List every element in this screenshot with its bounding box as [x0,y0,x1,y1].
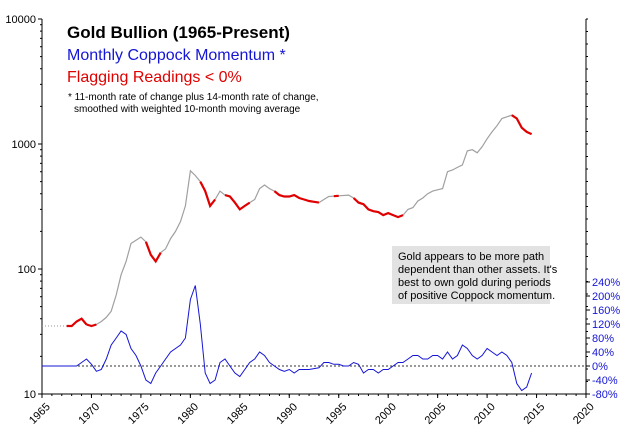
coppock-momentum-line [42,285,533,392]
right-tick-label: -40% [592,375,618,387]
annotation-line-1: Gold appears to be more path [398,251,544,263]
chart-subtitle-coppock: Monthly Coppock Momentum * [67,47,286,64]
right-tick-label: 200% [592,291,620,303]
chart-title: Gold Bullion (1965-Present) [67,23,290,42]
right-tick-label: 160% [592,305,620,317]
annotation-box-background [392,246,550,304]
right-tick-label: -80% [592,389,618,401]
annotation-line-2: dependent than other assets. It's [398,264,558,276]
left-tick-label: 100 [18,264,36,276]
series-coppock-momentum [42,285,533,392]
left-tick-label: 1000 [12,139,36,151]
flagged-segment-9 [511,114,533,136]
chart-subtitle-flag: Flagging Readings < 0% [67,69,242,86]
left-axis-ticks: 10 100 1000 10000 [5,14,42,401]
flagged-segment-1 [66,317,88,328]
right-axis-ticks: 240% 200% 160% 120% 80% 40% 0% -40% -80% [586,18,620,401]
left-tick-label: 10000 [5,14,36,26]
flagged-segment-3 [144,241,162,264]
flagged-segment-4 [199,181,216,209]
series-gold-bullion [66,114,533,328]
left-tick-label: 10 [24,389,36,401]
footnote-line-2: smoothed with weighted 10-month moving a… [74,104,301,115]
right-tick-label: 240% [592,277,620,289]
right-tick-label: 40% [592,347,614,359]
annotation-box: Gold appears to be more path dependent t… [392,246,558,304]
right-tick-label: 0% [592,361,608,373]
flagged-segment-6 [273,190,320,204]
flagged-segment-5 [224,194,251,211]
footnote-line-1: * 11-month rate of change plus 14-month … [68,92,319,103]
right-tick-label: 80% [592,333,614,345]
flagged-segment-8 [352,197,404,219]
annotation-line-3: best to own gold during periods [398,277,551,289]
annotation-line-4: of positive Coppock momentum. [398,290,555,302]
right-tick-label: 120% [592,319,620,331]
flagged-segment-2 [86,323,97,328]
